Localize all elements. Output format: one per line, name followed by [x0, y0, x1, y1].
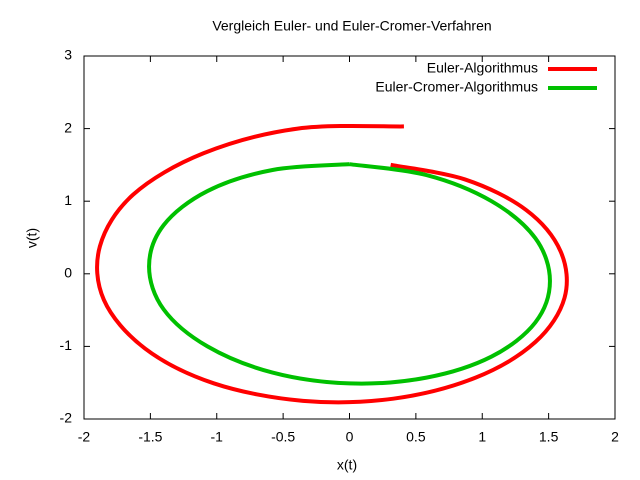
legend-label: Euler-Algorithmus [427, 60, 538, 76]
y-tick-label: 2 [64, 119, 72, 135]
x-tick-label: 0.5 [406, 429, 426, 445]
y-tick-label: 0 [64, 265, 72, 281]
legend-label: Euler-Cromer-Algorithmus [375, 79, 538, 95]
x-tick-label: 2 [611, 429, 619, 445]
series-line [95, 123, 569, 405]
chart-title: Vergleich Euler- und Euler-Cromer-Verfah… [212, 18, 491, 34]
x-tick-label: 1 [478, 429, 486, 445]
y-tick-label: 3 [64, 47, 72, 63]
x-tick-label: -1 [211, 429, 224, 445]
series-line [147, 162, 552, 386]
x-tick-label: -0.5 [271, 429, 295, 445]
y-tick-label: -2 [60, 410, 73, 426]
x-tick-label: 1.5 [539, 429, 559, 445]
y-axis-label: v(t) [24, 228, 40, 248]
y-tick-label: -1 [60, 337, 73, 353]
x-axis-label: x(t) [337, 457, 357, 473]
x-tick-label: -1.5 [138, 429, 162, 445]
x-tick-label: 0 [346, 429, 354, 445]
x-tick-label: -2 [78, 429, 91, 445]
y-tick-label: 1 [64, 192, 72, 208]
